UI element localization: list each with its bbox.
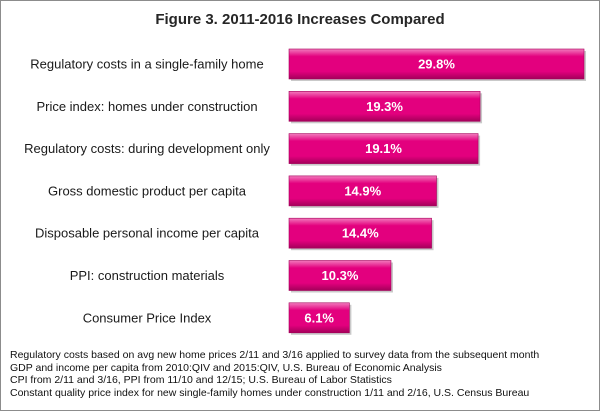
bar-value-label: 29.8% bbox=[418, 57, 455, 72]
category-label: Price index: homes under construction bbox=[36, 99, 257, 114]
bar-chart: Regulatory costs in a single-family home… bbox=[24, 48, 587, 335]
category-label: Regulatory costs in a single-family home bbox=[30, 57, 263, 72]
category-label: Gross domestic product per capita bbox=[48, 183, 247, 198]
bar-value-label: 14.4% bbox=[342, 226, 379, 241]
chart-notes: Regulatory costs based on avg new home p… bbox=[10, 349, 595, 399]
note-line: Regulatory costs based on avg new home p… bbox=[10, 349, 540, 361]
bar bbox=[288, 217, 432, 249]
category-label: Disposable personal income per capita bbox=[35, 226, 260, 241]
note-line: Constant quality price index for new sin… bbox=[10, 386, 530, 399]
bar bbox=[288, 175, 437, 207]
category-label: PPI: construction materials bbox=[70, 268, 225, 283]
bar-value-label: 10.3% bbox=[322, 268, 359, 283]
category-label: Consumer Price Index bbox=[83, 310, 212, 325]
bar-value-label: 6.1% bbox=[304, 310, 334, 325]
note-line: GDP and income per capita from 2010:QIV … bbox=[10, 361, 442, 374]
bar bbox=[288, 91, 481, 122]
bar bbox=[288, 260, 392, 291]
bar-value-label: 19.1% bbox=[365, 141, 402, 156]
bar bbox=[288, 48, 585, 80]
bar bbox=[288, 133, 479, 164]
bar-value-label: 19.3% bbox=[366, 99, 403, 114]
chart-title: Figure 3. 2011-2016 Increases Compared bbox=[155, 11, 445, 28]
note-line: CPI from 2/11 and 3/16, PPI from 11/10 a… bbox=[10, 374, 392, 387]
bar bbox=[288, 302, 350, 334]
bar-value-label: 14.9% bbox=[344, 183, 381, 198]
category-label: Regulatory costs: during development onl… bbox=[24, 141, 270, 156]
